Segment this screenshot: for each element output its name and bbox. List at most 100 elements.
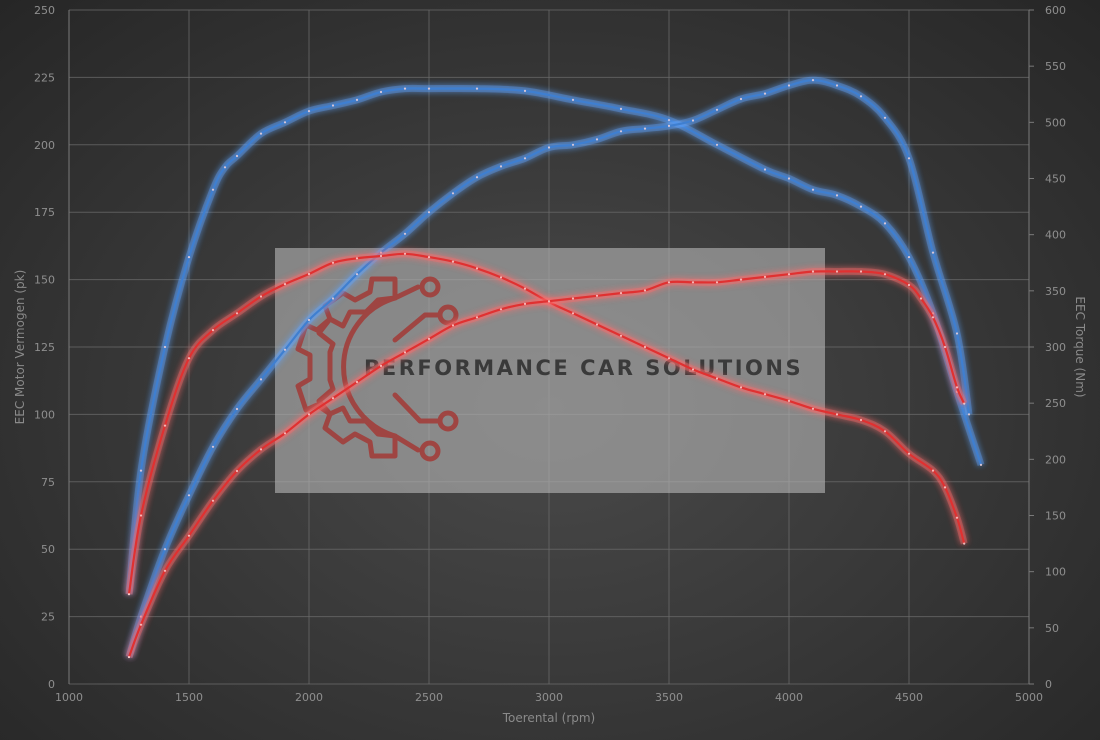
data-point bbox=[739, 97, 743, 101]
data-point bbox=[691, 368, 695, 371]
data-point bbox=[187, 256, 191, 259]
data-point bbox=[355, 380, 359, 384]
data-point bbox=[223, 166, 227, 169]
data-point bbox=[427, 87, 431, 90]
y-right-tick-label: 50 bbox=[1045, 622, 1059, 635]
y-right-tick-label: 200 bbox=[1045, 453, 1066, 466]
data-point bbox=[163, 548, 167, 551]
x-tick-label: 1000 bbox=[55, 691, 83, 704]
data-point bbox=[787, 273, 791, 276]
y-right-tick-label: 150 bbox=[1045, 510, 1066, 523]
data-point bbox=[963, 542, 966, 545]
data-point bbox=[619, 130, 623, 133]
data-point bbox=[571, 312, 575, 315]
y-left-tick-label: 250 bbox=[34, 4, 55, 17]
data-point bbox=[307, 110, 311, 113]
data-point bbox=[259, 448, 263, 451]
data-point bbox=[139, 623, 143, 626]
y-axis-right-title: EEC Torque (Nm) bbox=[1073, 296, 1087, 397]
data-point bbox=[643, 127, 647, 130]
y-right-tick-label: 450 bbox=[1045, 173, 1066, 186]
y-right-tick-label: 500 bbox=[1045, 116, 1066, 129]
data-point bbox=[907, 157, 911, 160]
data-point bbox=[211, 188, 215, 191]
data-point bbox=[475, 176, 479, 179]
data-point bbox=[127, 655, 131, 659]
axis-titles: Toerental (rpm) EEC Motor Vermogen (pk) … bbox=[13, 270, 1087, 725]
data-point bbox=[403, 351, 407, 354]
y-right-tick-label: 600 bbox=[1045, 4, 1066, 17]
data-point bbox=[967, 413, 971, 416]
data-point bbox=[259, 378, 263, 381]
data-point bbox=[811, 188, 815, 191]
watermark: PERFORMANCE CAR SOLUTIONS bbox=[275, 248, 825, 493]
data-point bbox=[883, 116, 887, 119]
data-point bbox=[619, 107, 623, 110]
y-left-tick-label: 25 bbox=[41, 611, 55, 624]
data-point bbox=[475, 87, 479, 90]
data-point bbox=[595, 323, 599, 326]
y-left-tick-label: 150 bbox=[34, 274, 55, 287]
data-point bbox=[331, 297, 335, 300]
data-point bbox=[811, 79, 815, 82]
data-point bbox=[907, 452, 911, 455]
data-point bbox=[835, 194, 839, 197]
data-point bbox=[235, 407, 239, 411]
data-point bbox=[139, 469, 143, 472]
data-point bbox=[883, 430, 887, 433]
data-point bbox=[691, 281, 695, 284]
data-point bbox=[355, 273, 359, 276]
data-point bbox=[283, 121, 287, 124]
data-point bbox=[619, 334, 623, 337]
data-point bbox=[235, 469, 239, 473]
data-point bbox=[859, 205, 863, 208]
watermark-text: PERFORMANCE CAR SOLUTIONS bbox=[364, 356, 803, 380]
data-point bbox=[763, 393, 767, 396]
data-point bbox=[571, 98, 575, 101]
x-tick-label: 3000 bbox=[535, 691, 563, 704]
data-point bbox=[211, 329, 215, 332]
data-point bbox=[283, 432, 287, 435]
data-point bbox=[859, 418, 863, 422]
data-point bbox=[811, 270, 815, 273]
data-point bbox=[235, 312, 239, 315]
y-left-tick-label: 200 bbox=[34, 139, 55, 152]
data-point bbox=[211, 445, 215, 448]
data-point bbox=[475, 267, 479, 270]
data-point bbox=[499, 276, 503, 279]
data-point bbox=[835, 413, 839, 416]
data-point bbox=[283, 348, 287, 351]
data-point bbox=[163, 569, 167, 572]
data-point bbox=[763, 92, 767, 95]
x-tick-label: 2000 bbox=[295, 691, 323, 704]
data-point bbox=[211, 499, 215, 502]
tick-labels: 1000 1500 2000 2500 3000 3500 4000 4500 50000255… bbox=[34, 4, 1066, 704]
data-point bbox=[667, 357, 671, 360]
data-point bbox=[931, 316, 935, 319]
data-point bbox=[955, 386, 959, 389]
x-axis-title: Toerental (rpm) bbox=[502, 711, 595, 725]
y-left-tick-label: 175 bbox=[34, 206, 55, 219]
data-point bbox=[379, 364, 383, 367]
data-point bbox=[427, 337, 431, 340]
data-point bbox=[571, 143, 575, 146]
data-point bbox=[307, 318, 311, 322]
data-point bbox=[963, 402, 966, 405]
data-point bbox=[403, 87, 407, 90]
data-point bbox=[187, 494, 191, 497]
x-tick-label: 1500 bbox=[175, 691, 203, 704]
data-point bbox=[127, 593, 131, 596]
data-point bbox=[547, 300, 551, 303]
data-point bbox=[187, 534, 191, 537]
y-right-tick-label: 0 bbox=[1045, 678, 1052, 691]
data-point bbox=[403, 252, 407, 255]
series-line bbox=[127, 252, 966, 595]
series-stock-right bbox=[125, 250, 968, 596]
data-point bbox=[547, 146, 551, 149]
data-point bbox=[907, 283, 911, 287]
data-point bbox=[331, 104, 335, 107]
y-right-tick-label: 100 bbox=[1045, 566, 1066, 579]
x-tick-label: 5000 bbox=[1015, 691, 1043, 704]
data-point bbox=[667, 119, 671, 122]
data-point bbox=[331, 261, 335, 264]
